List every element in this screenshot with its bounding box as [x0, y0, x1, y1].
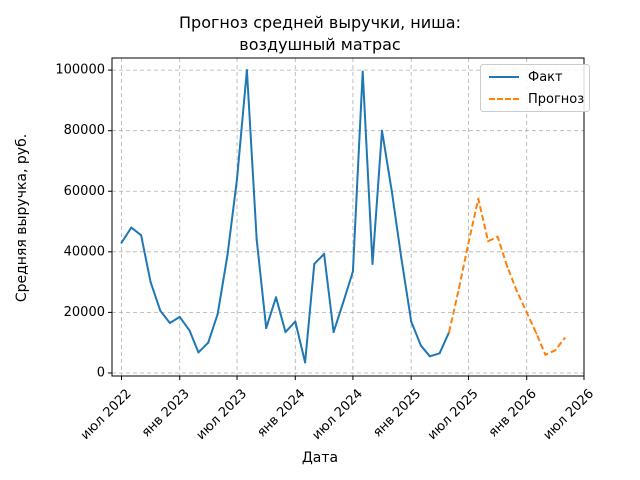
series-1-point	[554, 349, 557, 352]
series-0-point	[342, 300, 345, 303]
series-0-point	[284, 331, 287, 334]
y-tick-label: 20000	[64, 305, 105, 320]
series-0-point	[236, 178, 238, 181]
series-0-point	[351, 270, 354, 273]
series-0-point	[168, 322, 171, 324]
x-tick-label: июл 2025	[425, 386, 482, 443]
series-1-point	[525, 311, 528, 314]
series-0-point	[420, 344, 422, 347]
series-0-point	[188, 329, 191, 332]
legend-item-fact: Факт	[489, 67, 563, 87]
series-0-point	[216, 312, 219, 315]
legend-swatch-fact	[489, 76, 519, 78]
series-1-point	[458, 287, 460, 290]
legend: Факт Прогноз	[480, 64, 590, 112]
series-0-point	[332, 331, 335, 334]
series-1-point	[535, 332, 538, 335]
axes: июл 2022 янв 2023 июл 2023 янв 2024 июл 2024…	[55, 63, 597, 443]
series-0-point	[120, 241, 123, 244]
y-tick-label: 0	[97, 365, 105, 380]
series-0-point	[294, 320, 297, 323]
series-lines	[120, 69, 566, 364]
series-1-point	[467, 241, 470, 244]
series-0-point	[428, 355, 431, 358]
series-0-point	[178, 315, 181, 318]
x-tick-label: июл 2023	[194, 386, 251, 443]
x-tick-label: июл 2026	[541, 386, 598, 443]
x-tick-label: янв 2024	[254, 386, 308, 440]
series-1-point	[515, 290, 518, 293]
series-0-point	[323, 252, 326, 255]
series-0-point	[438, 352, 441, 355]
series-0-point	[361, 70, 364, 73]
chart-title-line-1: Прогноз средней выручки, ниша:	[179, 13, 461, 32]
legend-swatch-forecast	[489, 98, 519, 100]
series-0-point	[275, 296, 277, 299]
y-tick-label: 80000	[64, 123, 105, 138]
series-0-point	[255, 238, 258, 241]
series-0-point	[226, 253, 229, 256]
series-0-point	[313, 262, 316, 265]
series-1-point	[487, 240, 490, 243]
chart-title-line-2: воздушный матрас	[239, 35, 401, 54]
series-0-point	[140, 234, 143, 237]
x-tick-label: июл 2024	[309, 386, 366, 443]
series-0-point	[197, 351, 200, 354]
series-1-point	[448, 331, 451, 334]
y-tick-label: 60000	[64, 184, 105, 199]
series-1-point	[544, 353, 547, 356]
series-0-point	[410, 320, 413, 323]
x-tick-label: июл 2022	[78, 386, 135, 443]
series-0-point	[159, 309, 162, 312]
plot-frame	[111, 57, 585, 377]
series-0-point	[400, 256, 403, 259]
legend-label-fact: Факт	[528, 69, 563, 85]
y-tick-label: 40000	[64, 244, 105, 259]
series-0-point	[371, 262, 374, 265]
x-tick-label: янв 2025	[370, 386, 424, 440]
series-0-point	[245, 69, 248, 72]
series-0-point	[390, 190, 393, 193]
y-axis-label: Средняя выручка, руб.	[14, 133, 30, 303]
legend-label-forecast: Прогноз	[528, 91, 585, 107]
x-tick-label: янв 2026	[486, 386, 540, 440]
series-1-point	[506, 266, 509, 268]
series-1-point	[563, 337, 566, 340]
x-tick-label: янв 2023	[139, 386, 193, 440]
legend-item-forecast: Прогноз	[489, 89, 584, 109]
y-tick-label: 100000	[55, 63, 105, 78]
series-line-0	[120, 69, 451, 364]
series-0-point	[149, 281, 152, 284]
series-line-1	[448, 197, 566, 356]
series-1-point	[477, 197, 480, 200]
series-0-point	[207, 341, 210, 344]
series-0-point	[130, 226, 133, 229]
series-0-point	[304, 361, 307, 364]
series-1-point	[496, 235, 499, 238]
series-0-point	[265, 327, 268, 330]
x-axis-label: Дата	[301, 450, 339, 466]
series-0-point	[381, 129, 383, 132]
